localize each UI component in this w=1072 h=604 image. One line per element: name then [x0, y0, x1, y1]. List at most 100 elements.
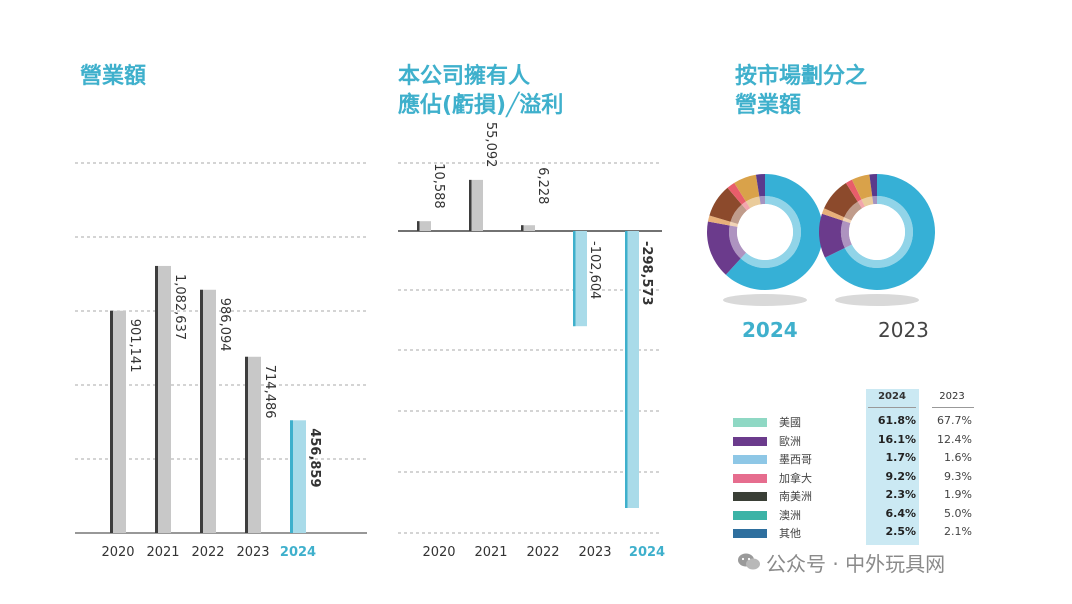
header-rule-2024 [868, 407, 916, 408]
revenue-bar-edge [200, 289, 203, 533]
table-cell-2024: 2.5% [885, 525, 916, 538]
revenue-x-tick: 2024 [280, 545, 316, 560]
profit-value-label: 6,228 [535, 167, 550, 204]
profit-bar-edge [573, 231, 576, 327]
donut-shadow [723, 294, 807, 306]
legend-label: 加拿大 [779, 471, 812, 485]
revenue-bar [155, 265, 171, 533]
profit-value-label: -102,604 [587, 241, 602, 299]
market-title: 按市場劃分之 營業額 [735, 64, 868, 118]
donut-shadow [835, 294, 919, 306]
donut-inner-ring [745, 196, 761, 209]
donut-slice [707, 215, 731, 226]
table-cell-2024: 61.8% [877, 414, 916, 427]
profit-bar [625, 231, 639, 508]
donut-hole [849, 204, 905, 260]
profit-bar-edge [625, 231, 628, 508]
profit-value-label: 10,588 [431, 163, 446, 209]
table-cell-2023: 67.7% [937, 414, 972, 427]
legend-label: 其他 [779, 527, 801, 540]
profit-bar [573, 231, 587, 327]
revenue-value-label: 714,486 [262, 365, 277, 419]
table-cell-2023: 1.9% [944, 488, 972, 501]
donut-label-2023: 2023 [878, 318, 929, 342]
donut-inner-ring [741, 201, 751, 211]
revenue-bar [290, 420, 306, 533]
table-cell-2023: 5.0% [944, 506, 972, 520]
donut-inner-ring [729, 225, 747, 259]
donut-inner-ring [872, 196, 877, 205]
donut-inner-ring [841, 220, 852, 248]
legend-swatch [733, 529, 767, 538]
profit-x-tick: 2020 [422, 545, 455, 560]
donut-slice [845, 179, 862, 202]
revenue-title: 營業額 [80, 64, 147, 89]
revenue-bar [245, 356, 261, 533]
revenue-value-label: 901,141 [127, 319, 142, 373]
profit-bar [469, 179, 483, 231]
legend-label: 墨西哥 [779, 453, 812, 466]
donut-slice [824, 183, 858, 218]
donut-slice [851, 174, 873, 200]
legend-swatch [733, 436, 767, 446]
donut-slice [709, 187, 742, 222]
donut-inner-ring [740, 195, 802, 269]
profit-x-tick: 2021 [474, 545, 507, 560]
revenue-bar-edge [110, 310, 113, 533]
donut-inner-ring [842, 217, 852, 224]
revenue-bar-edge [155, 265, 158, 533]
profit-bar-edge [521, 225, 524, 231]
donut-slice [727, 182, 746, 205]
donut-slice [734, 174, 760, 202]
profit-x-tick: 2024 [629, 545, 665, 560]
revenue-x-tick: 2022 [191, 545, 224, 560]
table-cell-2024: 6.4% [885, 506, 916, 520]
profit-bar-edge [417, 221, 420, 231]
table-cell-2023: 2.1% [944, 525, 972, 538]
wechat-icon [738, 553, 760, 570]
revenue-x-tick: 2023 [236, 545, 269, 560]
table-cell-2023: 1.6% [944, 451, 972, 464]
donut-inner-ring [730, 204, 747, 225]
revenue-bar-edge [290, 420, 293, 533]
table-cell-2024: 9.2% [885, 469, 916, 483]
profit-x-tick: 2022 [526, 545, 559, 560]
revenue-value-label: 456,859 [307, 428, 322, 487]
table-cell-2024: 1.7% [885, 451, 916, 464]
revenue-bar-edge [245, 356, 248, 533]
donut-label-2024: 2024 [742, 318, 798, 342]
table-2024-column-bg [866, 389, 919, 545]
revenue-bar [200, 289, 216, 533]
revenue-x-tick: 2020 [101, 545, 134, 560]
legend-label: 歐洲 [779, 434, 801, 448]
donut-slice [869, 174, 877, 197]
table-cell-2024: 2.3% [885, 488, 916, 501]
table-cell-2023: 9.3% [944, 469, 972, 483]
legend-swatch [733, 455, 767, 464]
watermark-text: 公众号 · 中外玩具网 [766, 552, 946, 576]
donut-slice [707, 221, 741, 275]
donut-slice [821, 208, 845, 221]
legend-label: 美國 [779, 416, 801, 429]
donut-inner-ring [844, 201, 862, 221]
donut-inner-ring [861, 196, 874, 207]
table-header-2023: 2023 [939, 391, 965, 402]
revenue-x-tick: 2021 [146, 545, 179, 560]
donut-inner-ring [857, 199, 865, 209]
donut-inner-ring [759, 196, 765, 205]
donut-slice [725, 174, 823, 291]
revenue-value-label: 986,094 [217, 298, 232, 352]
legend-swatch [733, 473, 767, 483]
legend-swatch [733, 510, 767, 520]
legend-label: 南美洲 [779, 490, 812, 503]
profit-value-label: -298,573 [639, 241, 654, 306]
revenue-bar [110, 310, 126, 533]
profit-bar-edge [469, 179, 472, 231]
header-rule-2023 [932, 407, 974, 408]
table-header-2024: 2024 [878, 391, 906, 402]
profit-title: 本公司擁有人 應佔(虧損)╱溢利 [398, 64, 564, 118]
profit-x-tick: 2023 [578, 545, 611, 560]
donut-inner-ring [729, 221, 739, 227]
donut-hole [737, 204, 793, 260]
donut-slice [818, 213, 845, 258]
